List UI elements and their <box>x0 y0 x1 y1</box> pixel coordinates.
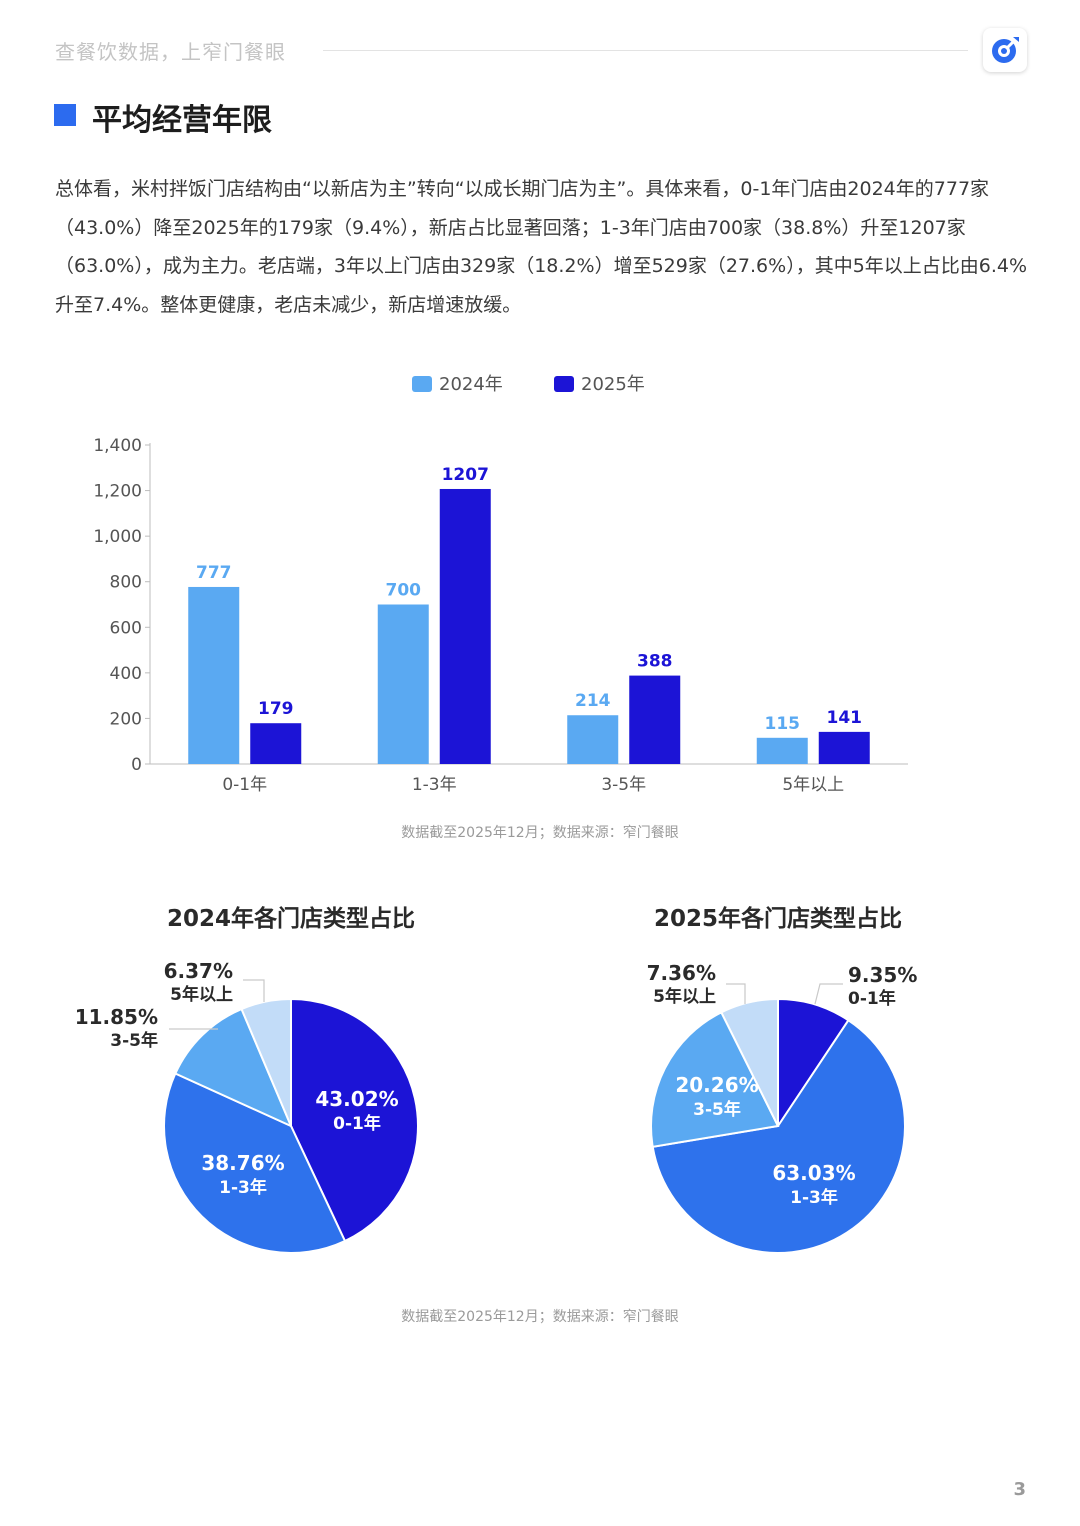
pie-title: 2024年各门店类型占比 <box>167 905 415 932</box>
bar-chart: 2024年 2025年 0 200 400 600 800 1,000 1,200 1,400 77… <box>93 374 908 795</box>
bar-value-label: 1207 <box>442 465 489 485</box>
legend-swatch-2025年 <box>554 376 574 392</box>
header-slogan: 查餐饮数据，上窄门餐眼 <box>55 40 286 64</box>
pie-slice-percent: 9.35% <box>848 963 917 987</box>
bar-1-3年-2024年 <box>377 604 429 764</box>
bar-0-1年-2025年 <box>250 723 302 764</box>
x-tick-label: 3-5年 <box>601 775 646 795</box>
logo-icon <box>983 28 1027 72</box>
pie-title: 2025年各门店类型占比 <box>654 905 902 932</box>
pie-slice-5年以上 <box>719 997 779 1127</box>
x-tick-label: 5年以上 <box>782 775 844 795</box>
x-tick-label: 1-3年 <box>412 775 457 795</box>
legend-label-2025年: 2025年 <box>581 374 645 395</box>
title-marker <box>54 104 76 126</box>
y-tick-label: 1,400 <box>93 436 142 456</box>
bar-value-label: 700 <box>386 581 422 601</box>
y-tick-label: 600 <box>110 618 142 638</box>
header-divider <box>323 50 968 51</box>
pie-slice-percent: 6.37% <box>164 959 233 983</box>
pie-slice-percent: 11.85% <box>75 1005 158 1029</box>
y-tick-label: 0 <box>131 755 142 775</box>
y-tick-label: 400 <box>110 664 142 684</box>
page-header: 查餐饮数据，上窄门餐眼 <box>55 28 1030 72</box>
bar-3-5年-2025年 <box>629 675 681 764</box>
y-tick-label: 200 <box>110 709 142 729</box>
pie-slice-5年以上 <box>240 997 292 1127</box>
pie-slice-1-3年 <box>163 1072 347 1254</box>
pie-leader-line <box>814 983 843 1005</box>
y-tick-label: 1,200 <box>93 482 142 502</box>
pie-slice-label: 0-1年 <box>848 988 896 1009</box>
pie-slice-label: 3-5年 <box>110 1030 158 1051</box>
bar-0-1年-2024年 <box>188 586 240 764</box>
pie-slice-percent: 20.26% <box>675 1073 758 1097</box>
summary-paragraph: 总体看，米村拌饭门店结构由“以新店为主”转向“以成长期门店为主”。具体来看，0-… <box>55 178 1028 316</box>
bar-value-label: 115 <box>765 714 801 734</box>
y-tick-label: 1,000 <box>93 527 142 547</box>
bar-value-label: 214 <box>575 691 611 711</box>
bar-chart-footnote: 数据截至2025年12月；数据来源：窄门餐眼 <box>401 825 679 841</box>
page-title: 平均经营年限 <box>92 103 272 138</box>
pie-chart-footnote: 数据截至2025年12月；数据来源：窄门餐眼 <box>401 1309 679 1325</box>
pie-slice-3-5年 <box>174 1007 293 1128</box>
bar-value-label: 179 <box>258 699 294 719</box>
pie-slice-0-1年 <box>290 997 419 1243</box>
target-logo-icon <box>992 37 1019 63</box>
bar-1-3年-2025年 <box>439 488 491 764</box>
pie-slice-percent: 7.36% <box>647 961 716 985</box>
bar-3-5年-2024年 <box>567 715 619 764</box>
pie-leader-line <box>243 979 265 1002</box>
bar-5年以上-2025年 <box>818 731 870 764</box>
pie-slice-1-3年 <box>651 1018 906 1254</box>
pie-slice-label: 0-1年 <box>333 1113 381 1134</box>
page-number: 3 <box>1013 1479 1026 1500</box>
bar-value-label: 141 <box>827 708 863 728</box>
pie-charts: 2024年各门店类型占比43.02%0-1年38.76%1-3年11.85%3-… <box>75 905 917 1254</box>
bar-value-label: 777 <box>196 563 232 583</box>
pie-leader-line <box>726 983 746 1004</box>
pie-slice-percent: 43.02% <box>315 1087 398 1111</box>
legend-swatch-2024年 <box>412 376 432 392</box>
bar-value-label: 388 <box>637 652 673 672</box>
legend-label-2024年: 2024年 <box>439 374 503 395</box>
pie-slice-label: 5年以上 <box>653 986 716 1007</box>
pie-slice-label: 1-3年 <box>790 1187 838 1208</box>
pie-slice-percent: 38.76% <box>201 1151 284 1175</box>
y-tick-label: 800 <box>110 573 142 593</box>
bar-5年以上-2024年 <box>756 737 808 764</box>
pie-slice-percent: 63.03% <box>772 1161 855 1185</box>
pie-slice-label: 5年以上 <box>170 984 233 1005</box>
pie-slice-label: 1-3年 <box>219 1177 267 1198</box>
pie-slice-label: 3-5年 <box>693 1099 741 1120</box>
x-tick-label: 0-1年 <box>222 775 267 795</box>
pie-slice-3-5年 <box>650 1010 780 1148</box>
